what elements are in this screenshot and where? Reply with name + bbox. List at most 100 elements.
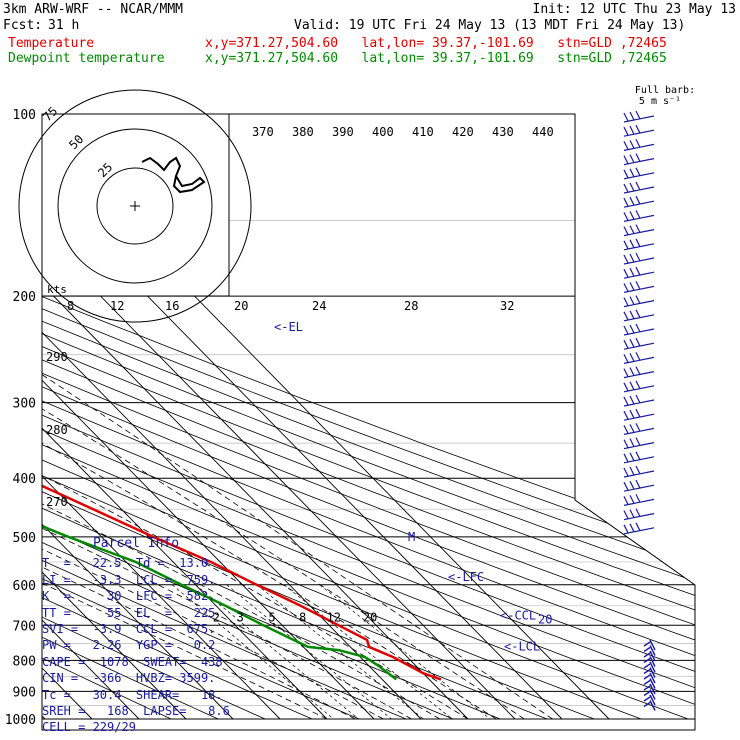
parcel-row: SVI = -3.9 CCL = 675. bbox=[42, 622, 216, 637]
wind-barb-low bbox=[643, 678, 656, 689]
parcel-info-panel: Parcel Info T = 22.5 Td = 13.0 LI = -3.3… bbox=[42, 536, 230, 734]
mixing-ratio-label: 2 bbox=[213, 610, 220, 624]
parcel-row: CIN = -366 HVBZ= 3599. bbox=[42, 671, 216, 686]
dry-adiabat-line bbox=[42, 114, 695, 720]
annotation-lcl: <-LCL bbox=[504, 640, 540, 654]
hodograph-ring bbox=[18, 89, 252, 323]
mixing-ratio-line bbox=[226, 584, 392, 720]
wind-barb bbox=[623, 423, 655, 435]
isotherm-line bbox=[42, 114, 375, 720]
mixing-ratio-line bbox=[256, 584, 424, 720]
wind-barb bbox=[623, 124, 655, 137]
wind-barb-low bbox=[643, 694, 656, 706]
theta-label: 440 bbox=[532, 125, 554, 139]
pressure-tick-label: 800 bbox=[13, 654, 36, 669]
wind-barb-low bbox=[643, 650, 656, 662]
wind-barb-low bbox=[643, 700, 656, 711]
upper-mixing-label: 20 bbox=[234, 299, 248, 313]
mixing-ratio-line bbox=[283, 584, 453, 720]
wind-barb-low bbox=[643, 661, 656, 673]
wind-barb bbox=[623, 167, 655, 180]
isotherm-line bbox=[42, 114, 281, 720]
dewpoint-trace bbox=[42, 114, 398, 681]
mixing-ratio-line bbox=[171, 584, 334, 720]
pressure-tick-label: 100 bbox=[13, 108, 36, 123]
theta-side-label: 280 bbox=[46, 423, 68, 437]
parcel-row: K = 30 LFC = 582. bbox=[42, 589, 216, 604]
dry-adiabat-line bbox=[42, 114, 219, 720]
wind-barb bbox=[623, 394, 655, 407]
dry-adiabat-line bbox=[42, 114, 266, 720]
dry-adiabat-line bbox=[42, 114, 695, 720]
hodograph-trace bbox=[141, 156, 206, 194]
upper-mixing-label: 16 bbox=[165, 299, 179, 313]
model-title: 3km ARW-WRF -- NCAR/MMM bbox=[3, 2, 184, 17]
wind-barb bbox=[623, 323, 655, 336]
wind-barb bbox=[623, 408, 655, 421]
upper-mixing-label: 24 bbox=[312, 299, 326, 313]
wind-barb-low bbox=[643, 672, 656, 684]
dry-adiabat-line bbox=[42, 114, 695, 720]
wind-barb bbox=[623, 295, 655, 308]
dry-adiabat-line bbox=[42, 114, 454, 720]
dry-adiabat-line bbox=[42, 114, 695, 720]
dry-adiabat-line bbox=[42, 114, 689, 720]
wind-barb-low bbox=[643, 689, 656, 700]
dry-adiabat-line bbox=[42, 114, 595, 720]
mixing-ratio-label: 5 bbox=[268, 610, 275, 624]
hodograph-ring bbox=[96, 167, 174, 245]
wind-barb bbox=[623, 352, 655, 364]
theta-label: 380 bbox=[292, 125, 314, 139]
theta-side-label: 270 bbox=[46, 495, 68, 509]
moist-adiabat-line bbox=[42, 320, 412, 720]
wind-barb bbox=[623, 337, 655, 350]
dry-adiabat-line bbox=[42, 114, 313, 720]
annotation-lfc: <-LFC bbox=[448, 570, 484, 584]
pressure-tick-label: 400 bbox=[13, 472, 36, 487]
parcel-row: CAPE = 1078 SWEAT= 438 bbox=[42, 654, 223, 669]
temperature-trace bbox=[42, 114, 442, 681]
wind-barb bbox=[623, 451, 655, 464]
temperature-location: x,y=371.27,504.60 lat,lon= 39.37,-101.69… bbox=[205, 36, 667, 51]
mixing-ratio-label: 12 bbox=[327, 610, 341, 624]
parcel-row: PW = 2.26 YGP = 0.2 bbox=[42, 638, 216, 653]
wind-barb bbox=[623, 281, 655, 293]
forecast-label: Fcst: bbox=[3, 18, 43, 33]
annotation-ccl: <-CCL bbox=[500, 609, 536, 623]
upper-mixing-label: 12 bbox=[110, 299, 124, 313]
moist-adiabat-line bbox=[42, 295, 441, 720]
wind-barb bbox=[623, 437, 655, 450]
parcel-row: SREH = 168 LAPSE= 8.6 bbox=[42, 704, 230, 719]
pressure-tick-label: 1000 bbox=[5, 713, 36, 728]
wind-barb bbox=[623, 153, 655, 166]
wind-barb-low bbox=[643, 667, 656, 678]
dry-adiabat-line bbox=[42, 114, 695, 720]
wind-barb-low bbox=[643, 656, 656, 667]
pressure-tick-label: 700 bbox=[13, 619, 36, 634]
mixing-ratio-label: 8 bbox=[299, 610, 306, 624]
wind-barb bbox=[623, 366, 655, 379]
sounding-layer bbox=[42, 114, 442, 681]
upper-mixing-label: 8 bbox=[67, 299, 74, 313]
pressure-tick-label: 300 bbox=[13, 397, 36, 412]
wind-barb bbox=[623, 465, 655, 478]
isotherm-line bbox=[42, 114, 328, 720]
moist-adiabat-line bbox=[42, 295, 553, 720]
wind-barb bbox=[623, 494, 655, 506]
moist-adiabat-line bbox=[42, 393, 356, 720]
dry-adiabat-line bbox=[42, 114, 695, 720]
annotation-ccl-number: 20 bbox=[538, 613, 552, 627]
dry-adiabat-line bbox=[42, 114, 695, 720]
isotherm-line bbox=[42, 114, 516, 720]
barb-legend-units: 5 m s⁻¹ bbox=[639, 96, 681, 107]
parcel-row: TT = 55 EL = 225 bbox=[42, 605, 216, 620]
pressure-tick-label: 600 bbox=[13, 579, 36, 594]
hodograph-ring bbox=[57, 128, 213, 284]
wind-barb bbox=[623, 522, 655, 535]
dry-adiabat-line bbox=[42, 114, 548, 720]
valid-time: Valid: 19 UTC Fri 24 May 13 (13 MDT Fri … bbox=[294, 18, 686, 33]
wind-barb bbox=[623, 479, 655, 492]
dry-adiabat-line bbox=[42, 114, 695, 720]
